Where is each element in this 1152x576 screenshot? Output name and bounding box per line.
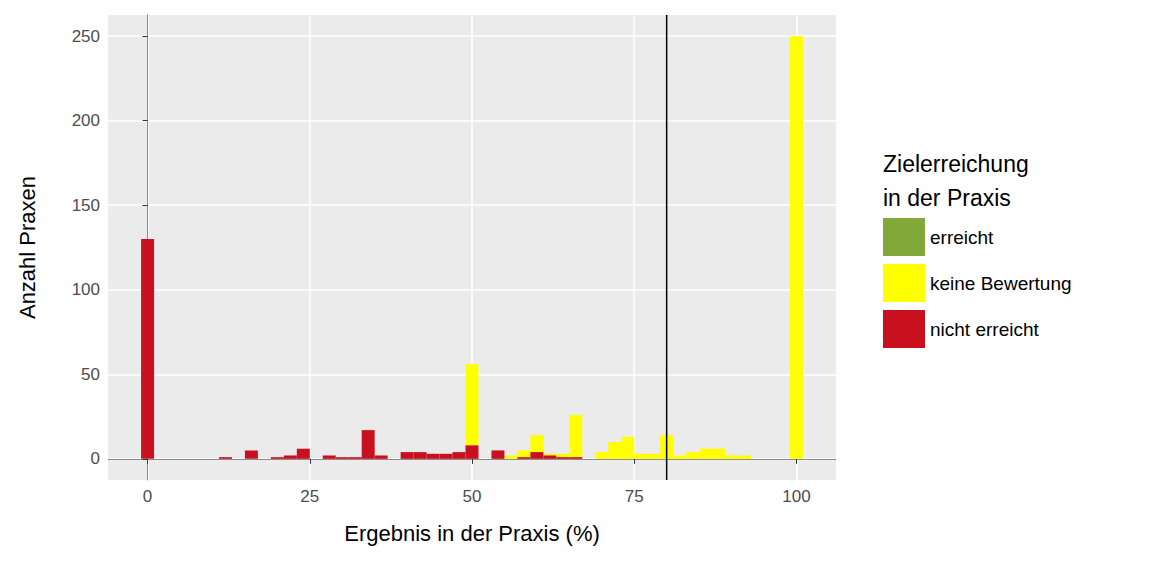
svg-text:0: 0 <box>143 487 152 506</box>
svg-text:200: 200 <box>72 111 100 130</box>
svg-text:Zielerreichung: Zielerreichung <box>883 151 1029 177</box>
svg-text:100: 100 <box>72 280 100 299</box>
svg-text:Ergebnis in der Praxis (%): Ergebnis in der Praxis (%) <box>344 521 600 546</box>
svg-text:keine Bewertung: keine Bewertung <box>930 273 1072 294</box>
svg-text:nicht erreicht: nicht erreicht <box>930 319 1039 340</box>
svg-text:Anzahl Praxen: Anzahl Praxen <box>15 176 40 319</box>
svg-text:in der Praxis: in der Praxis <box>883 185 1011 211</box>
svg-text:250: 250 <box>72 27 100 46</box>
svg-text:0: 0 <box>91 449 100 468</box>
svg-text:erreicht: erreicht <box>930 227 994 248</box>
svg-text:25: 25 <box>300 487 319 506</box>
svg-text:50: 50 <box>81 365 100 384</box>
svg-text:75: 75 <box>625 487 644 506</box>
svg-text:150: 150 <box>72 196 100 215</box>
svg-text:100: 100 <box>782 487 810 506</box>
svg-text:50: 50 <box>463 487 482 506</box>
